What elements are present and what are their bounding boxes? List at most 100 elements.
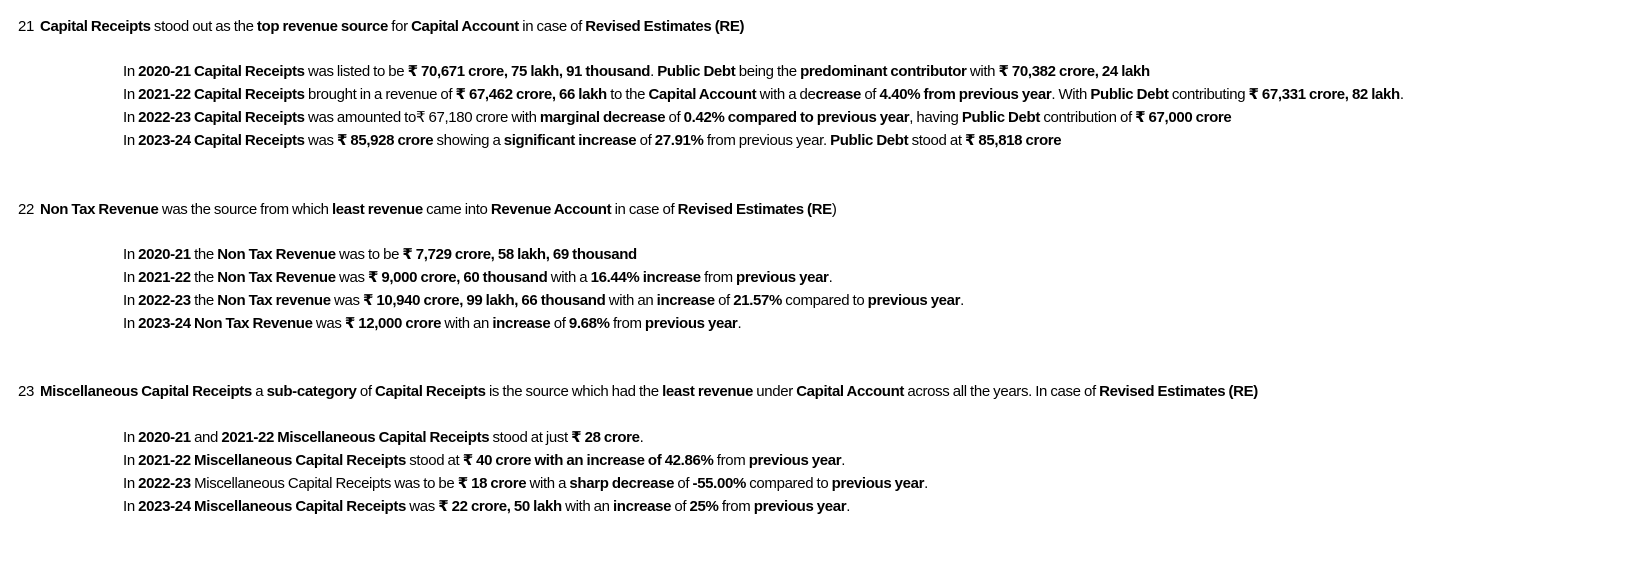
text-run: with a <box>547 269 591 286</box>
bold-text-run: previous year <box>748 452 842 469</box>
text-run: is the source which had the <box>485 383 663 400</box>
text-run: . <box>828 269 833 286</box>
bold-text-run: Non Tax Revenue <box>217 246 336 263</box>
bold-text-run: least revenue <box>331 201 423 218</box>
text-run: Miscellaneous Capital Receipts was to be <box>190 475 458 492</box>
text-run: of <box>356 383 376 400</box>
bold-text-run: Public Debt <box>961 109 1041 126</box>
text-run: in case of <box>518 18 586 35</box>
bold-text-run: Capital Receipts <box>40 18 151 35</box>
text-run: compared to <box>781 292 868 309</box>
text-run: was <box>304 132 337 149</box>
section-heading: 22 Non Tax Revenue was the source from wh… <box>18 200 837 220</box>
text-run: from <box>700 269 737 286</box>
text-run: of <box>714 292 734 309</box>
text-run: . <box>650 63 658 80</box>
text-run: brought in a revenue of <box>304 86 456 103</box>
text-run: In <box>123 109 139 126</box>
bold-text-run: ₹ 9,000 crore, 60 thousand <box>367 269 548 286</box>
bold-text-run: 27.91% <box>654 132 704 149</box>
bold-text-run: previous year <box>867 292 961 309</box>
bold-text-run: Capital Account <box>411 18 519 35</box>
section-line: In 2022-23 Miscellaneous Capital Receipt… <box>123 474 928 494</box>
text-run: compared to <box>745 475 832 492</box>
bold-text-run: ₹ 40 crore with an increase of 42.86% <box>462 452 714 469</box>
bold-text-run: previous year <box>736 269 829 286</box>
bold-text-run: Public Debt <box>830 132 909 149</box>
bold-text-run: 2021-22 Capital Receipts <box>138 86 305 103</box>
text-run: with an <box>441 315 493 332</box>
bold-text-run: Public Debt <box>657 63 736 80</box>
bold-text-run: Non Tax Revenue <box>40 201 159 218</box>
bold-text-run: ₹ 28 crore <box>571 429 640 446</box>
bold-text-run: Miscellaneous Capital Receipts <box>40 383 252 400</box>
bold-text-run: ₹ 67,462 crore, 66 lakh <box>455 86 608 103</box>
bold-text-run: 2023-24 Capital Receipts <box>138 132 305 149</box>
text-run: . <box>639 429 644 446</box>
text-run: under <box>752 383 797 400</box>
bold-text-run: previous year <box>753 498 847 515</box>
text-run: . <box>1399 86 1404 103</box>
bold-text-run: sharp decrease <box>569 475 675 492</box>
bold-text-run: 4.40% from previous year <box>879 86 1052 103</box>
text-run: showing a <box>433 132 504 149</box>
bold-text-run: 9.68% <box>568 315 610 332</box>
text-run: from <box>713 452 749 469</box>
text-run: was listed to be <box>304 63 408 80</box>
bold-text-run: Revised Estimates (RE) <box>1099 383 1258 400</box>
text-run: the <box>190 292 218 309</box>
bold-text-run: 25% <box>689 498 719 515</box>
text-run: of <box>636 132 655 149</box>
bold-text-run: Non Tax revenue <box>217 292 331 309</box>
text-run: the <box>190 269 218 286</box>
bold-text-run: Non Tax Revenue <box>217 269 336 286</box>
bold-text-run: previous year <box>831 475 925 492</box>
section-line: In 2023-24 Miscellaneous Capital Receipt… <box>123 497 850 517</box>
text-run: In <box>123 132 139 149</box>
bold-text-run: previous year <box>644 315 738 332</box>
text-run: with <box>966 63 999 80</box>
text-run: In <box>123 452 139 469</box>
section-number: 21 <box>18 18 34 35</box>
text-run: to the <box>606 86 649 103</box>
bold-text-run: increase <box>612 498 672 515</box>
bold-text-run: Public Debt <box>1090 86 1169 103</box>
text-run: stood at just <box>489 429 572 446</box>
bold-text-run: Revised Estimates (RE <box>677 201 833 218</box>
text-run: was the source from which <box>158 201 332 218</box>
bold-text-run: 21.57% <box>733 292 782 309</box>
bold-text-run: 16.44% increase <box>590 269 702 286</box>
text-run: in case of <box>611 201 678 218</box>
bold-text-run: ₹ 85,818 crore <box>964 132 1062 149</box>
text-run: In <box>123 498 139 515</box>
section-line: In 2021-22 the Non Tax Revenue was ₹ 9,0… <box>123 268 833 288</box>
heading-text: Capital Receipts stood out as the top re… <box>40 18 745 35</box>
text-run: of <box>861 86 880 103</box>
bold-text-run: top revenue source <box>256 18 388 35</box>
text-run: In <box>123 475 139 492</box>
text-run: In <box>123 86 139 103</box>
text-run: stood out as the <box>150 18 257 35</box>
bold-text-run: ₹ 67,331 crore, 82 lakh <box>1248 86 1401 103</box>
text-run: was to be <box>335 246 403 263</box>
text-run: In <box>123 429 139 446</box>
bold-text-run: marginal decrease <box>539 109 666 126</box>
bold-text-run: Revised Estimates (RE) <box>585 18 745 35</box>
section-line: In 2023-24 Capital Receipts was ₹ 85,928… <box>123 131 1062 151</box>
bold-text-run: predominant contributor <box>800 63 967 80</box>
section-heading: 21 Capital Receipts stood out as the top … <box>18 17 745 37</box>
bold-text-run: ₹ 12,000 crore <box>344 315 442 332</box>
bold-text-run: ₹ 70,671 crore, 75 lakh, 91 thousand <box>407 63 651 80</box>
text-run: . <box>960 292 964 309</box>
heading-text: Miscellaneous Capital Receipts a sub-cat… <box>40 383 1258 400</box>
text-run: contribution of <box>1040 109 1136 126</box>
bold-text-run: 0.42% compared to previous year <box>683 109 910 126</box>
bold-text-run: 2020-21 <box>138 429 191 446</box>
text-run: . <box>841 452 846 469</box>
text-run: of <box>674 475 693 492</box>
text-run: contributing <box>1168 86 1249 103</box>
text-run: a <box>251 383 267 400</box>
bold-text-run: 2022-23 Capital Receipts <box>138 109 305 126</box>
section-line: In 2023-24 Non Tax Revenue was ₹ 12,000 … <box>123 314 742 334</box>
